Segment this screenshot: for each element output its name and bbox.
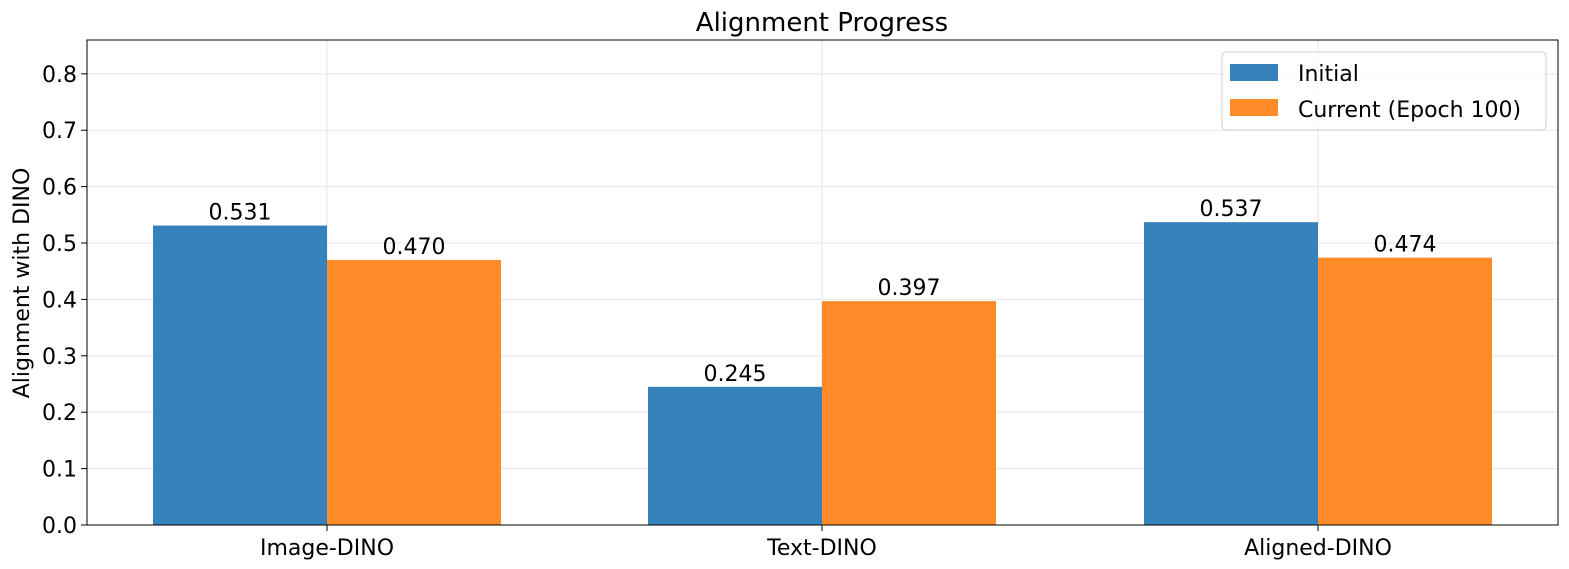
y-tick-label: 0.3 bbox=[42, 345, 77, 370]
x-tick-label: Aligned-DINO bbox=[1244, 536, 1392, 561]
bar-value-label: 0.245 bbox=[704, 362, 767, 387]
legend-swatch-current bbox=[1230, 99, 1278, 116]
x-tick-label: Text-DINO bbox=[766, 536, 877, 561]
legend: Initial Current (Epoch 100) bbox=[1221, 51, 1547, 131]
bar-initial-aligned-dino bbox=[1144, 222, 1318, 525]
bar-initial-image-dino bbox=[153, 225, 327, 525]
bar-current-image-dino bbox=[327, 259, 501, 525]
y-tick-label: 0.0 bbox=[42, 514, 77, 539]
x-axis-ticks: Image-DINO Text-DINO Aligned-DINO bbox=[260, 525, 1392, 561]
y-tick-label: 0.7 bbox=[42, 119, 77, 144]
bar-current-aligned-dino bbox=[1318, 257, 1492, 525]
y-tick-label: 0.2 bbox=[42, 401, 77, 426]
x-tick-label: Image-DINO bbox=[260, 536, 394, 561]
y-axis-label: Alignment with DINO bbox=[10, 168, 35, 399]
y-axis-ticks: 0.0 0.1 0.2 0.3 0.4 0.5 0.6 0.7 0.8 bbox=[42, 63, 87, 539]
legend-swatch-initial bbox=[1230, 64, 1278, 81]
bar-current-text-dino bbox=[822, 301, 996, 525]
y-tick-label: 0.4 bbox=[42, 288, 77, 313]
bar-initial-text-dino bbox=[648, 386, 822, 525]
y-tick-label: 0.5 bbox=[42, 232, 77, 257]
y-tick-label: 0.1 bbox=[42, 458, 77, 483]
legend-box bbox=[1221, 51, 1547, 131]
bar-value-label: 0.470 bbox=[383, 235, 446, 260]
bars bbox=[153, 222, 1492, 525]
legend-label-initial: Initial bbox=[1298, 62, 1359, 87]
chart-title: Alignment Progress bbox=[696, 8, 948, 38]
bar-value-label: 0.537 bbox=[1200, 197, 1263, 222]
bar-value-label: 0.397 bbox=[878, 276, 941, 301]
bar-value-label: 0.531 bbox=[209, 201, 272, 226]
y-tick-label: 0.6 bbox=[42, 176, 77, 201]
y-tick-label: 0.8 bbox=[42, 63, 77, 88]
data-labels: 0.531 0.245 0.537 0.470 0.397 0.474 bbox=[209, 197, 1437, 387]
bar-value-label: 0.474 bbox=[1374, 233, 1437, 258]
legend-label-current: Current (Epoch 100) bbox=[1298, 98, 1521, 123]
